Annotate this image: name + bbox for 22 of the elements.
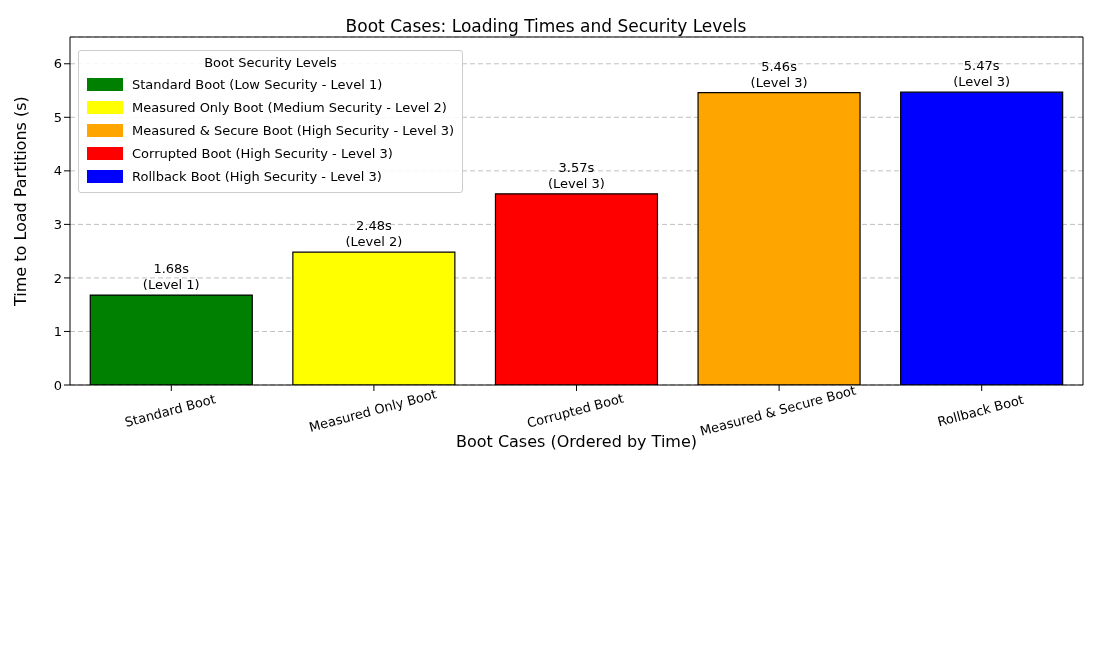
legend-label: Measured Only Boot (Medium Security - Level 2) [132,100,447,115]
y-tick-label: 3 [53,217,62,232]
y-tick-label: 0 [53,377,62,393]
data-label: 1.68s (Level 1) [142,261,200,293]
y-tick-label: 6 [53,56,62,72]
legend-label: Corrupted Boot (High Security - Level 3) [132,146,393,161]
y-tick-label: 1 [53,324,62,340]
data-label: 3.57s (Level 3) [548,159,605,191]
data-label: 2.48s (Level 2) [345,218,403,250]
data-label: 5.46s (Level 3) [750,58,808,90]
y-axis-title: Time to Load Partitions (s) [10,96,30,307]
data-label: 5.47s (Level 3) [953,58,1011,90]
x-tick-label: Rollback Boot [935,391,1026,430]
legend-label: Rollback Boot (High Security - Level 3) [132,169,382,184]
y-tick-label: 4 [53,163,62,179]
y-tick-label: 2 [53,270,62,286]
y-tick-label: 5 [53,109,62,125]
chart-title: Boot Cases: Loading Times and Security Levels [344,16,748,36]
legend-title: Boot Security Levels [203,55,338,70]
x-axis-title: Boot Cases (Ordered by Time) [455,432,698,451]
legend-label: Standard Boot (Low Security - Level 1) [132,77,383,92]
legend-label: Measured & Secure Boot (High Security - Level 3) [132,123,454,138]
